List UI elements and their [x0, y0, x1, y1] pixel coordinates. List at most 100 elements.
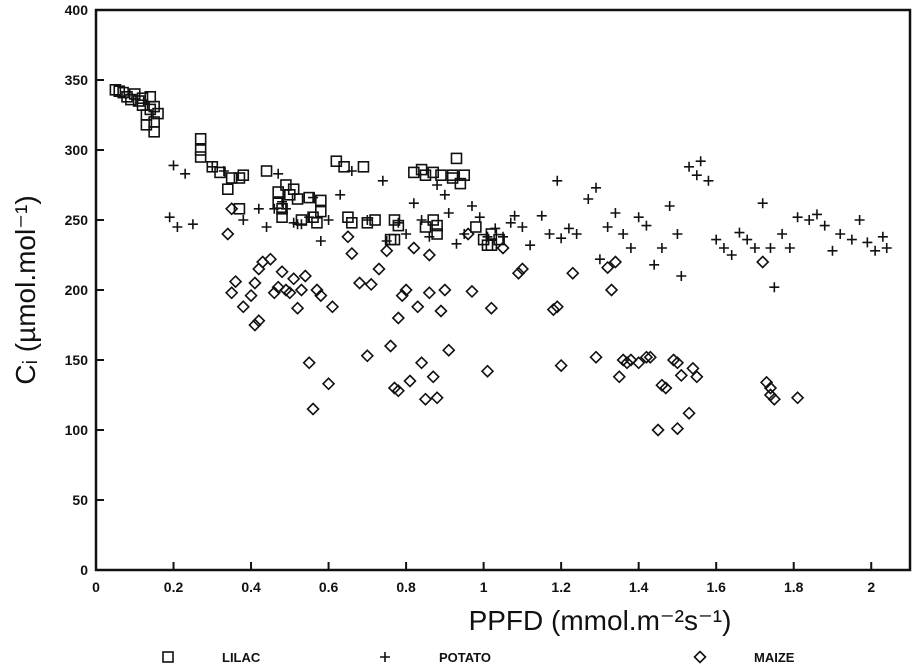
potato-point	[416, 215, 427, 225]
potato-point	[792, 212, 803, 223]
maize-point	[360, 349, 374, 363]
x-tick-label: 1	[480, 579, 488, 595]
potato-point	[238, 215, 249, 225]
x-tick-label: 0.2	[164, 579, 184, 595]
lilac-point	[194, 151, 207, 163]
maize-point	[608, 255, 623, 269]
lilac-point	[357, 161, 370, 173]
legend-marker-maize	[693, 650, 707, 664]
potato-point	[280, 203, 291, 214]
maize-point	[690, 370, 704, 384]
maize-point	[267, 286, 281, 300]
potato-point	[517, 222, 528, 232]
lilac-point	[315, 194, 327, 207]
maize-point	[643, 350, 657, 364]
maize-point	[511, 266, 526, 280]
lilac-point	[214, 166, 226, 179]
potato-point	[695, 156, 706, 167]
maize-point	[372, 262, 386, 276]
potato-point	[594, 254, 605, 265]
maize-point	[430, 391, 444, 405]
lilac-point	[148, 100, 160, 113]
lilac-point	[419, 221, 432, 233]
y-axis-title: Cᵢ (µmol.mol⁻¹)	[10, 195, 41, 384]
x-tick-label: 1.2	[551, 579, 571, 595]
maize-point	[252, 262, 266, 276]
potato-point	[296, 219, 307, 230]
lilac-point	[233, 203, 246, 215]
maize-point	[438, 283, 452, 297]
maize-point	[767, 392, 781, 406]
potato-point	[691, 170, 702, 181]
maize-point	[221, 227, 235, 241]
lilac-point	[408, 166, 420, 179]
potato-point	[749, 243, 760, 253]
potato-point	[164, 212, 175, 223]
lilac-point	[419, 169, 432, 181]
potato-point	[618, 229, 629, 239]
maize-point	[763, 388, 778, 402]
potato-point	[610, 208, 621, 218]
legend-label-potato: POTATO	[439, 650, 491, 665]
maize-point	[391, 384, 405, 398]
maize-point	[442, 343, 456, 357]
lilac-point	[152, 107, 164, 120]
maize-point	[325, 300, 340, 314]
potato-point	[641, 220, 652, 231]
x-axis-title: PPFD (mmol.m⁻²s⁻¹)	[469, 605, 732, 636]
maize-point	[263, 252, 278, 266]
potato-point	[498, 231, 508, 242]
potato-point	[346, 166, 357, 176]
lilac-point	[276, 211, 288, 223]
potato-point	[625, 243, 636, 253]
potato-point	[862, 237, 873, 248]
x-tick-label: 1.4	[629, 579, 649, 595]
data-marks	[109, 84, 892, 437]
x-tick-label: 2	[867, 579, 875, 595]
y-tick-label: 150	[65, 352, 89, 368]
maize-point	[550, 300, 564, 314]
potato-point	[335, 189, 346, 200]
lilac-point	[431, 228, 443, 240]
maize-point	[659, 381, 673, 395]
potato-point	[804, 215, 815, 225]
maize-point	[248, 318, 262, 332]
maize-point	[639, 350, 654, 364]
potato-point	[819, 220, 830, 231]
potato-point	[180, 168, 191, 179]
lilac-point	[458, 169, 471, 181]
potato-point	[656, 243, 667, 253]
maize-point	[294, 283, 309, 297]
potato-point	[168, 160, 179, 171]
potato-point	[703, 175, 714, 186]
maize-point	[554, 358, 568, 373]
legend-marker-lilac	[162, 651, 174, 663]
maize-point	[422, 286, 436, 300]
potato-point	[509, 210, 520, 221]
lilac-point	[346, 217, 358, 229]
y-tick-label: 50	[72, 492, 88, 508]
maize-point	[271, 280, 285, 294]
potato-point	[870, 245, 881, 256]
lilac-point	[291, 193, 304, 205]
maize-point	[391, 311, 405, 325]
lilac-point	[450, 152, 463, 165]
lilac-point	[148, 126, 160, 138]
potato-point	[556, 233, 567, 244]
potato-point	[273, 168, 284, 179]
maize-point	[252, 314, 266, 328]
maize-point	[244, 288, 258, 303]
legend-marker-potato	[380, 652, 390, 662]
lilac-point	[493, 233, 505, 246]
maize-point	[275, 265, 289, 279]
potato-point	[443, 208, 454, 218]
maize-point	[306, 402, 320, 416]
x-tick-label: 0.4	[241, 579, 261, 595]
y-tick-label: 0	[80, 562, 88, 578]
maize-point	[756, 255, 770, 269]
maize-point	[302, 356, 316, 370]
potato-point	[726, 250, 737, 260]
maize-point	[248, 276, 262, 290]
plot-frame	[94, 8, 912, 572]
lilac-point	[194, 133, 207, 145]
